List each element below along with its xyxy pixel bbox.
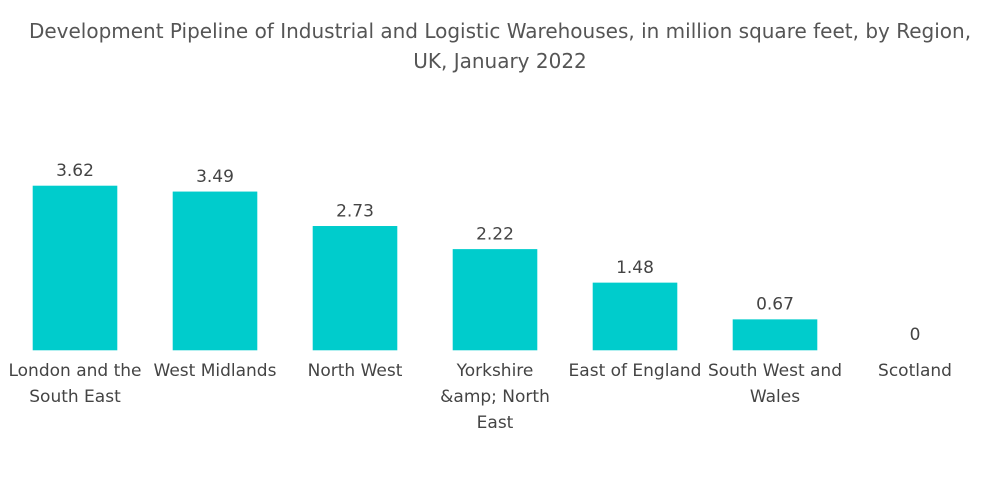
bar xyxy=(732,319,818,351)
x-tick-label: Yorkshire &amp; North East xyxy=(440,361,550,433)
bar xyxy=(312,226,398,351)
x-tick-label: Scotland xyxy=(878,361,952,381)
value-label: 0.67 xyxy=(756,295,794,315)
value-label: 0 xyxy=(910,325,921,345)
value-label: 2.22 xyxy=(476,224,514,244)
bar xyxy=(592,282,678,351)
value-label: 3.62 xyxy=(56,161,94,181)
bar xyxy=(172,191,258,351)
x-tick-label: London and the South East xyxy=(8,361,142,407)
chart-title: Development Pipeline of Industrial and L… xyxy=(28,19,972,73)
bar xyxy=(32,185,118,351)
x-tick-label: East of England xyxy=(568,361,702,381)
value-label: 1.48 xyxy=(616,258,654,278)
x-tick-label: North West xyxy=(307,361,403,381)
x-tick-label: South West and Wales xyxy=(708,361,842,407)
value-label: 2.73 xyxy=(336,201,374,221)
bar xyxy=(452,249,538,351)
value-label: 3.49 xyxy=(196,167,234,187)
x-tick-label: West Midlands xyxy=(153,361,277,381)
